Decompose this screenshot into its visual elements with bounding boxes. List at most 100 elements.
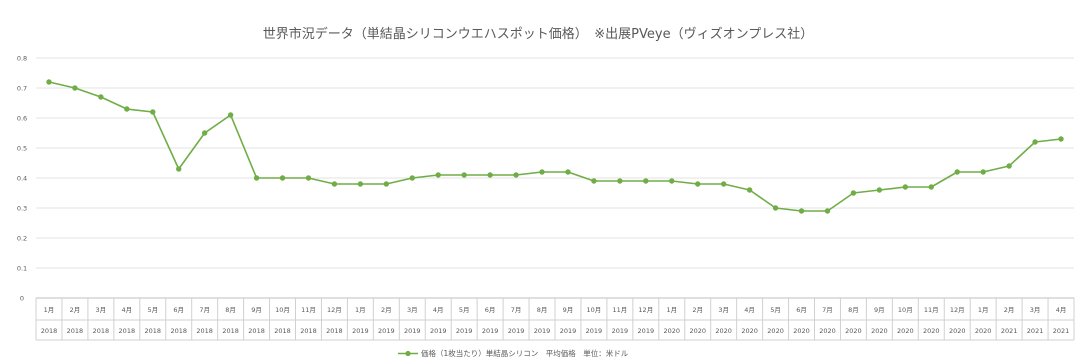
data-point — [124, 106, 130, 112]
x-tick-month: 2月 — [70, 306, 81, 314]
data-point — [201, 130, 208, 136]
x-tick-month: 5月 — [147, 306, 158, 314]
data-point — [513, 172, 519, 178]
x-tick-year: 2020 — [664, 327, 681, 335]
chart-title: 世界市況データ（単結晶シリコンウエハスポット価格） ※出展PVeye（ヴィズオン… — [263, 26, 813, 42]
series-layer — [46, 79, 1064, 214]
x-tick-year: 2019 — [586, 327, 603, 335]
legend: 価格（1枚当たり）単結晶シリコン 平均価格 単位：米ドル — [398, 348, 629, 358]
x-tick-year: 2020 — [741, 327, 758, 335]
x-tick-month: 1月 — [666, 306, 677, 314]
x-tick-year: 2019 — [378, 327, 395, 335]
data-point — [876, 187, 883, 193]
x-tick-month: 1月 — [355, 306, 366, 314]
x-tick-year: 2019 — [482, 327, 499, 335]
y-tick-label: 0.1 — [17, 265, 27, 273]
x-tick-year: 2020 — [819, 327, 836, 335]
data-point — [72, 85, 78, 91]
data-point — [1032, 139, 1038, 145]
x-tick-month: 5月 — [459, 306, 470, 314]
x-tick-month: 1月 — [978, 306, 989, 314]
x-tick-year: 2019 — [352, 327, 369, 335]
data-point — [720, 181, 727, 187]
x-tick-month: 6月 — [485, 306, 496, 314]
data-point — [98, 94, 104, 100]
x-tick-month: 4月 — [122, 306, 133, 314]
data-point — [772, 205, 779, 211]
data-point — [565, 169, 571, 175]
x-tick-month: 5月 — [770, 306, 781, 314]
data-point — [539, 169, 545, 175]
y-tick-label: 0.5 — [17, 145, 27, 153]
data-point — [643, 178, 649, 184]
x-tick-year: 2020 — [767, 327, 784, 335]
x-tick-month: 7月 — [199, 306, 210, 314]
x-tick-month: 12月 — [950, 306, 965, 314]
y-tick-label: 0.6 — [17, 115, 27, 123]
x-tick-year: 2018 — [274, 327, 291, 335]
x-tick-year: 2021 — [1053, 327, 1070, 335]
data-point — [279, 175, 286, 181]
x-tick-month: 3月 — [407, 306, 418, 314]
x-tick-year: 2019 — [508, 327, 525, 335]
x-tick-year: 2018 — [326, 327, 343, 335]
legend-label: 価格（1枚当たり）単結晶シリコン 平均価格 単位：米ドル — [421, 348, 629, 358]
data-point — [383, 181, 390, 187]
x-tick-year: 2018 — [248, 327, 265, 335]
y-tick-label: 0.4 — [17, 175, 27, 183]
data-point — [435, 172, 441, 178]
data-point — [617, 178, 623, 184]
x-tick-month: 11月 — [924, 306, 939, 314]
x-tick-month: 7月 — [822, 306, 833, 314]
y-tick-label: 0 — [20, 295, 24, 303]
x-tick-year: 2020 — [689, 327, 706, 335]
x-tick-year: 2020 — [845, 327, 862, 335]
x-tick-month: 10月 — [898, 306, 913, 314]
x-tick-month: 3月 — [1030, 306, 1041, 314]
y-axis-ticks: 0 0.1 0.2 0.3 0.4 0.5 0.6 0.7 0.8 — [17, 55, 27, 303]
x-tick-year: 2019 — [456, 327, 473, 335]
data-point — [487, 172, 493, 178]
x-axis-categories: 1月 2018 2月 2018 3月 2018 4月 2018 5月 2018 6月 2018 7月 20… — [35, 298, 1075, 341]
data-point — [331, 181, 338, 187]
x-tick-month: 2月 — [381, 306, 392, 314]
x-tick-month: 12月 — [327, 306, 342, 314]
x-tick-year: 2021 — [1001, 327, 1018, 335]
data-point — [150, 109, 156, 115]
y-tick-label: 0.3 — [17, 205, 27, 213]
data-point — [746, 187, 753, 193]
data-point — [253, 175, 260, 181]
x-tick-year: 2019 — [638, 327, 655, 335]
x-tick-year: 2018 — [196, 327, 213, 335]
x-tick-month: 6月 — [796, 306, 807, 314]
x-tick-month: 6月 — [173, 306, 184, 314]
x-tick-month: 7月 — [511, 306, 522, 314]
x-tick-year: 2018 — [300, 327, 317, 335]
y-tick-label: 0.7 — [17, 85, 27, 93]
x-tick-month: 2月 — [692, 306, 703, 314]
data-point — [669, 178, 675, 184]
y-tick-label: 0.8 — [17, 55, 27, 63]
x-tick-year: 2020 — [975, 327, 992, 335]
x-tick-year: 2018 — [145, 327, 162, 335]
x-tick-year: 2021 — [1027, 327, 1044, 335]
data-point — [1058, 136, 1064, 142]
x-tick-month: 9月 — [563, 306, 574, 314]
series-line — [48, 81, 1062, 212]
x-tick-month: 4月 — [433, 306, 444, 314]
x-tick-year: 2020 — [897, 327, 914, 335]
x-tick-month: 8月 — [537, 306, 548, 314]
data-point — [176, 166, 182, 172]
x-tick-year: 2020 — [715, 327, 732, 335]
x-tick-year: 2018 — [222, 327, 239, 335]
data-point — [46, 79, 52, 85]
grid — [36, 57, 1074, 299]
x-tick-year: 2020 — [949, 327, 966, 335]
x-tick-year: 2019 — [612, 327, 629, 335]
data-point — [591, 178, 597, 184]
x-tick-month: 3月 — [96, 306, 107, 314]
data-point — [980, 169, 986, 175]
data-point — [850, 190, 857, 196]
y-tick-label: 0.2 — [17, 235, 27, 243]
